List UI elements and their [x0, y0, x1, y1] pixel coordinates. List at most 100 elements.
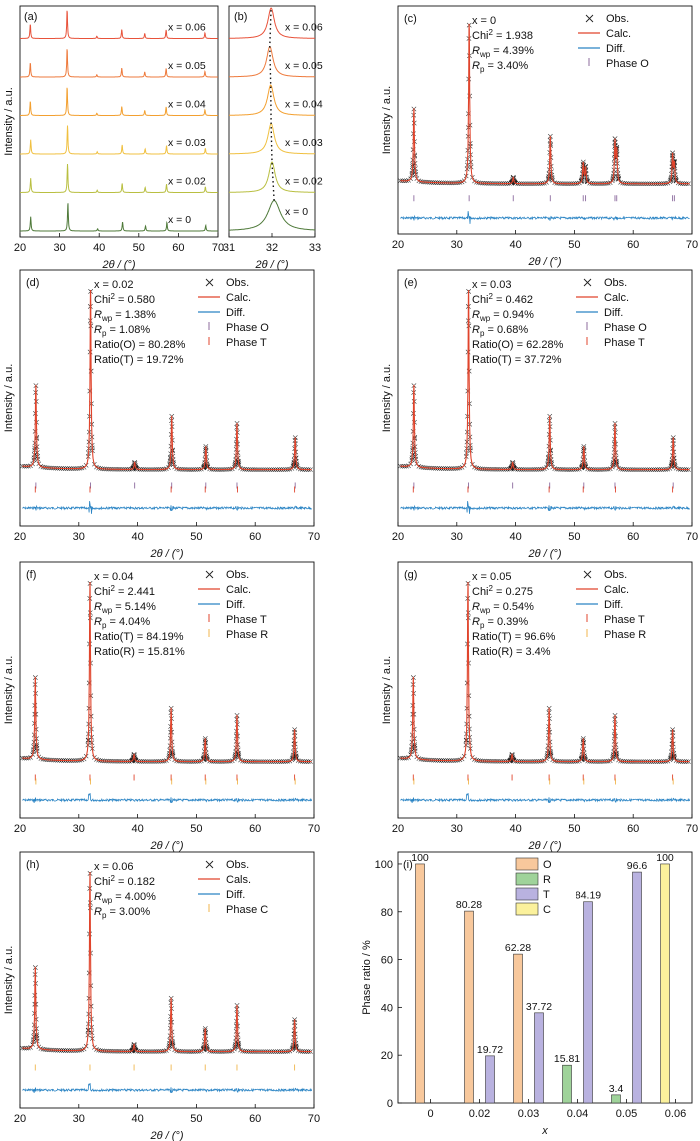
legend-label: Calc. — [606, 28, 631, 40]
x-tick-label: 50 — [568, 823, 580, 835]
plot-frame — [397, 851, 693, 1104]
x-tick-label: 40 — [131, 531, 143, 543]
legend-item: Phase O — [588, 58, 649, 70]
legend-item: Obs. — [583, 569, 627, 581]
y-tick-label: 80 — [381, 907, 393, 919]
xrd-trace — [20, 163, 218, 193]
bar-value-label: 62.28 — [505, 942, 531, 954]
series-label: x = 0.03 — [285, 137, 323, 149]
peak-shift-guide — [269, 7, 275, 201]
legend-item: Obs. — [205, 569, 249, 581]
fit-statistic: Ratio(O) = 80.28% — [94, 339, 186, 351]
legend-item: Phase T — [586, 337, 645, 349]
xrd-trace — [229, 122, 315, 155]
x-tick-label: 60 — [249, 823, 261, 835]
legend-label: C — [543, 904, 551, 916]
observed-points — [398, 581, 691, 764]
legend-item: Cals. — [198, 874, 251, 886]
calculated-line — [22, 871, 312, 1053]
legend-label: Obs. — [226, 277, 249, 289]
panel-a: 20 30 40 50 60 70 2θ / (°) Intensity / a.u. (a) x… — [3, 5, 224, 271]
legend-item: Calc. — [576, 292, 629, 304]
bar — [660, 863, 670, 1104]
legend-label: Phase O — [606, 58, 649, 70]
difference-line — [400, 211, 690, 224]
difference-line — [400, 501, 690, 514]
legend-label: O — [543, 859, 552, 871]
x-tick-label: 30 — [451, 239, 463, 251]
x-axis-label: 2θ / (°) — [102, 259, 136, 271]
fit-statistic: Chi2 = 0.580 — [94, 292, 155, 306]
series-label: x = 0.05 — [285, 60, 323, 72]
fit-statistic: Chi2 = 2.441 — [94, 584, 155, 598]
x-tick-label: 20 — [392, 531, 404, 543]
legend-item: Obs. — [205, 859, 249, 871]
legend-label: Obs. — [604, 569, 627, 581]
x-tick-label: 50 — [568, 239, 580, 251]
panel-label: (f) — [26, 569, 36, 581]
legend-label: Phase C — [226, 904, 268, 916]
legend-item: Phase C — [208, 904, 268, 916]
legend-cross — [583, 570, 592, 579]
panel-label: (i) — [403, 859, 413, 871]
legend-label: Calc. — [226, 584, 251, 596]
legend-label: Obs. — [226, 569, 249, 581]
x-tick-label: 20 — [392, 823, 404, 835]
x-tick-label: 50 — [190, 823, 202, 835]
legend-label: Phase T — [604, 337, 645, 349]
bar — [415, 863, 425, 1104]
fit-statistic: Rwp = 0.94% — [472, 309, 534, 323]
fit-statistic: Rwp = 4.00% — [94, 891, 156, 905]
legend-item: Obs. — [583, 277, 627, 289]
bar-value-label: 84.19 — [575, 890, 601, 902]
panel-d: 20 30 40 50 60 70 2θ / (°) Intensity / a.u. (d) x… — [3, 269, 320, 560]
x-tick-label: 20 — [392, 239, 404, 251]
y-axis-label: Intensity / a.u. — [3, 87, 15, 155]
x-tick-label: 70 — [212, 242, 224, 254]
legend-label: Cals. — [226, 874, 251, 886]
observed-points — [20, 289, 313, 472]
plot-frame — [397, 269, 693, 527]
observed-points — [20, 871, 313, 1054]
difference-line — [400, 792, 690, 804]
legend-item: Calc. — [578, 28, 631, 40]
x-tick-label: 0.05 — [616, 1108, 637, 1120]
legend-item: Calc. — [198, 292, 251, 304]
legend-label: Diff. — [606, 43, 625, 55]
legend-swatch — [515, 857, 539, 871]
legend-label: Diff. — [226, 599, 245, 611]
x-tick-label: 50 — [568, 531, 580, 543]
legend-label: Phase R — [226, 629, 268, 641]
x-tick-label: 60 — [627, 239, 639, 251]
fit-statistic: x = 0 — [472, 15, 496, 27]
x-tick-label: 50 — [133, 242, 145, 254]
fit-statistic: Ratio(O) = 62.28% — [472, 339, 564, 351]
x-tick-label: 0 — [427, 1108, 433, 1120]
x-tick-label: 30 — [53, 242, 65, 254]
fit-statistic: Rp = 1.08% — [94, 324, 150, 338]
legend-item: Calc. — [198, 584, 251, 596]
panel-label: (d) — [26, 277, 39, 289]
fit-statistic: Chi2 = 0.275 — [472, 584, 533, 598]
fit-statistic: x = 0.05 — [472, 571, 511, 583]
x-axis-label: 2θ / (°) — [150, 840, 184, 852]
xrd-trace — [20, 125, 218, 155]
x-tick-label: 0.06 — [665, 1108, 686, 1120]
plot-frame — [397, 5, 693, 235]
panel-b: 31 32 33 2θ / (°) (b) x = 0 x = 0.02 x = 0.03 x … — [223, 5, 323, 271]
observed-crosses — [398, 22, 691, 187]
x-tick-label: 40 — [131, 823, 143, 835]
legend-label: Diff. — [226, 307, 245, 319]
calculated-line — [400, 581, 690, 763]
legend-label: Calc. — [604, 584, 629, 596]
xrd-trace — [20, 10, 218, 39]
x-tick-label: 20 — [14, 242, 26, 254]
fit-statistic: Ratio(T) = 19.72% — [94, 354, 184, 366]
fit-statistic: Rwp = 4.39% — [472, 45, 534, 59]
series-label: x = 0.05 — [168, 60, 206, 72]
x-tick-label: 60 — [172, 242, 184, 254]
panel-label: (b) — [234, 11, 247, 23]
x-tick-label: 0.03 — [518, 1108, 539, 1120]
observed-crosses — [20, 871, 313, 1054]
bar — [583, 901, 593, 1104]
